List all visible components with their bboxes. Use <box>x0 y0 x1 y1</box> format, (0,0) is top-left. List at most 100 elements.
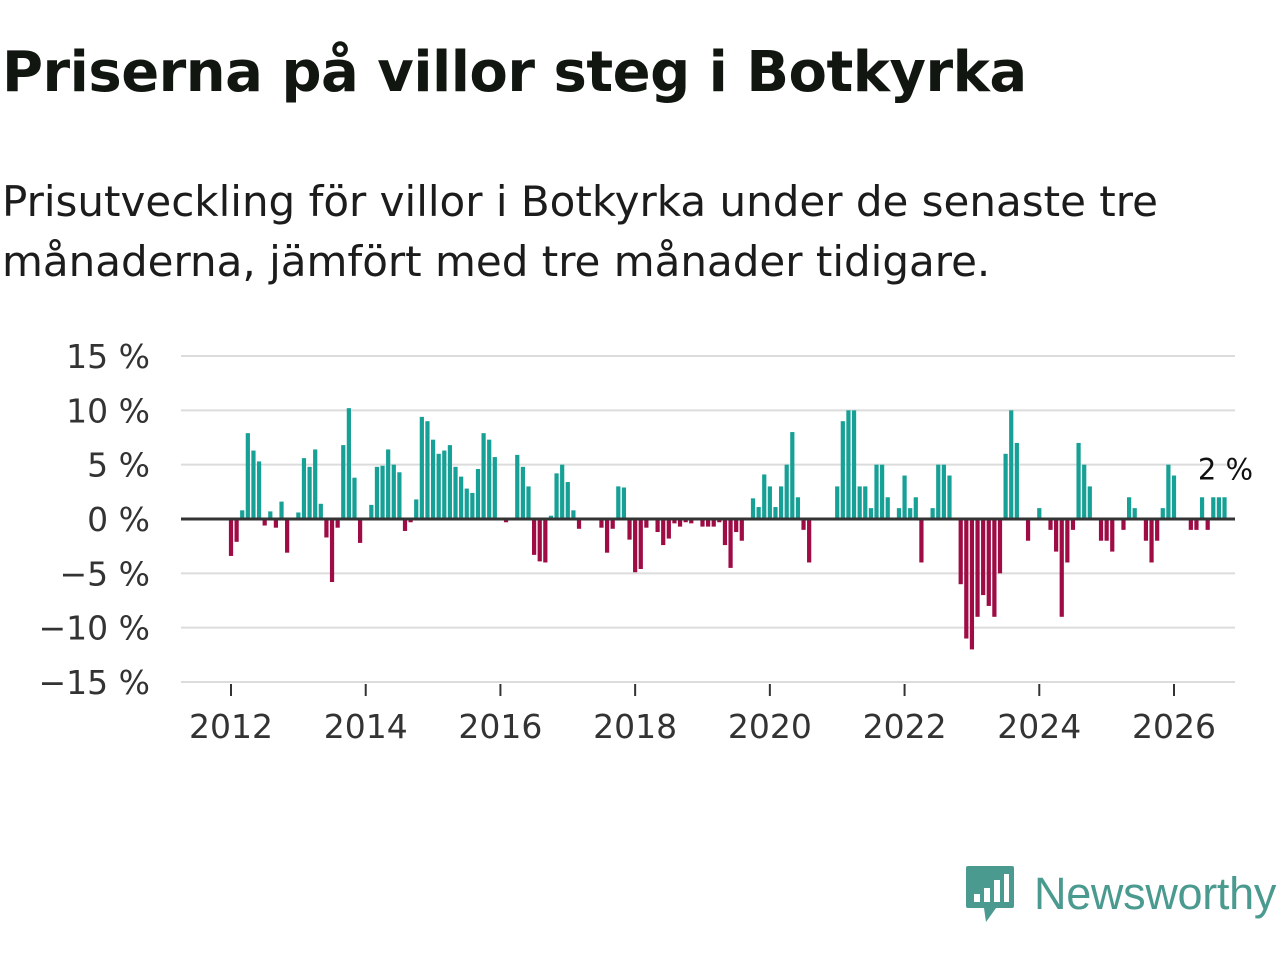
bar <box>475 469 481 519</box>
bar <box>773 507 778 519</box>
bar <box>992 519 997 617</box>
x-tick-label: 2014 <box>324 707 408 746</box>
bar <box>503 519 509 523</box>
bar <box>1216 497 1222 519</box>
bar <box>778 486 784 519</box>
bar <box>1014 442 1019 519</box>
bar <box>1082 464 1087 519</box>
bar <box>329 519 335 583</box>
bar <box>1003 453 1008 519</box>
bar <box>840 421 845 519</box>
bar <box>1054 519 1059 552</box>
bar <box>885 497 890 519</box>
bar <box>240 510 245 519</box>
bar <box>863 486 868 519</box>
bar <box>633 519 638 573</box>
bar <box>644 519 649 528</box>
bar <box>234 519 239 542</box>
bar <box>672 519 677 524</box>
bar <box>386 449 391 519</box>
bar <box>1126 497 1132 519</box>
bar <box>397 472 402 519</box>
bar <box>1048 519 1053 530</box>
y-tick-label: 0 % <box>87 500 150 539</box>
bar <box>296 512 301 519</box>
bar <box>981 519 986 596</box>
bar <box>1132 508 1137 519</box>
bar <box>256 461 262 519</box>
bar <box>706 519 711 527</box>
bar <box>762 474 767 519</box>
bar <box>666 519 671 539</box>
bar <box>930 508 935 519</box>
bar <box>868 508 873 519</box>
bar <box>722 519 728 546</box>
bar <box>335 519 340 528</box>
bar <box>767 486 772 519</box>
bar <box>1025 519 1031 541</box>
bar <box>1076 442 1081 519</box>
bar <box>621 487 627 519</box>
bar <box>380 465 385 519</box>
bar <box>369 504 374 519</box>
bar <box>537 519 542 562</box>
bar <box>880 464 885 519</box>
bar <box>784 464 789 519</box>
bar <box>548 515 554 519</box>
bar <box>357 519 363 543</box>
bar <box>750 498 756 519</box>
bar <box>374 466 380 519</box>
bar <box>324 519 329 538</box>
bar <box>1037 508 1042 519</box>
bar <box>599 519 604 528</box>
x-tick-label: 2024 <box>997 707 1081 746</box>
bar <box>627 519 632 540</box>
bar <box>532 519 537 555</box>
bar <box>1065 519 1070 563</box>
bar <box>268 511 273 519</box>
bar <box>1009 410 1014 519</box>
bar <box>481 433 486 519</box>
x-axis: 2012 2014 2016 2018 2020 2022 2024 2026 <box>189 684 1216 746</box>
bar <box>352 477 357 519</box>
x-tick-label: 2016 <box>458 707 542 746</box>
bar <box>835 486 840 519</box>
y-axis: 15 % 10 % 5 % 0 % −5 % −10 % −15 % <box>39 337 151 702</box>
bar <box>1188 519 1193 530</box>
bar <box>391 464 396 519</box>
bar <box>969 519 975 650</box>
bar <box>576 519 582 529</box>
grid-lines <box>181 355 1235 683</box>
bar <box>1166 464 1171 519</box>
y-tick-label: −5 % <box>60 554 151 593</box>
bar <box>1199 497 1205 519</box>
bar <box>689 519 694 524</box>
x-tick-label: 2018 <box>593 707 677 746</box>
bar <box>638 519 643 569</box>
bar <box>958 519 963 585</box>
bar <box>1121 519 1126 530</box>
bar <box>947 475 952 519</box>
bar <box>851 410 857 519</box>
y-tick-label: 5 % <box>87 446 150 485</box>
bar <box>313 449 318 519</box>
bar <box>520 466 525 519</box>
chart-title: Priserna på villor steg i Botkyrka <box>2 40 1027 105</box>
bar <box>408 519 413 523</box>
bar <box>526 486 531 519</box>
bar <box>728 519 733 568</box>
newsworthy-logo-text: Newsworthy <box>1034 868 1277 919</box>
bar <box>1104 519 1109 541</box>
bar <box>1059 519 1064 617</box>
bar <box>734 519 739 533</box>
bar <box>604 519 610 553</box>
bar <box>1160 508 1165 519</box>
bar <box>1155 519 1160 541</box>
bar <box>571 510 576 519</box>
newsworthy-logo: Newsworthy <box>964 864 1276 924</box>
bar <box>419 416 424 519</box>
bar <box>908 508 913 519</box>
bar <box>543 519 548 563</box>
bar <box>425 421 430 519</box>
bar <box>301 458 307 519</box>
